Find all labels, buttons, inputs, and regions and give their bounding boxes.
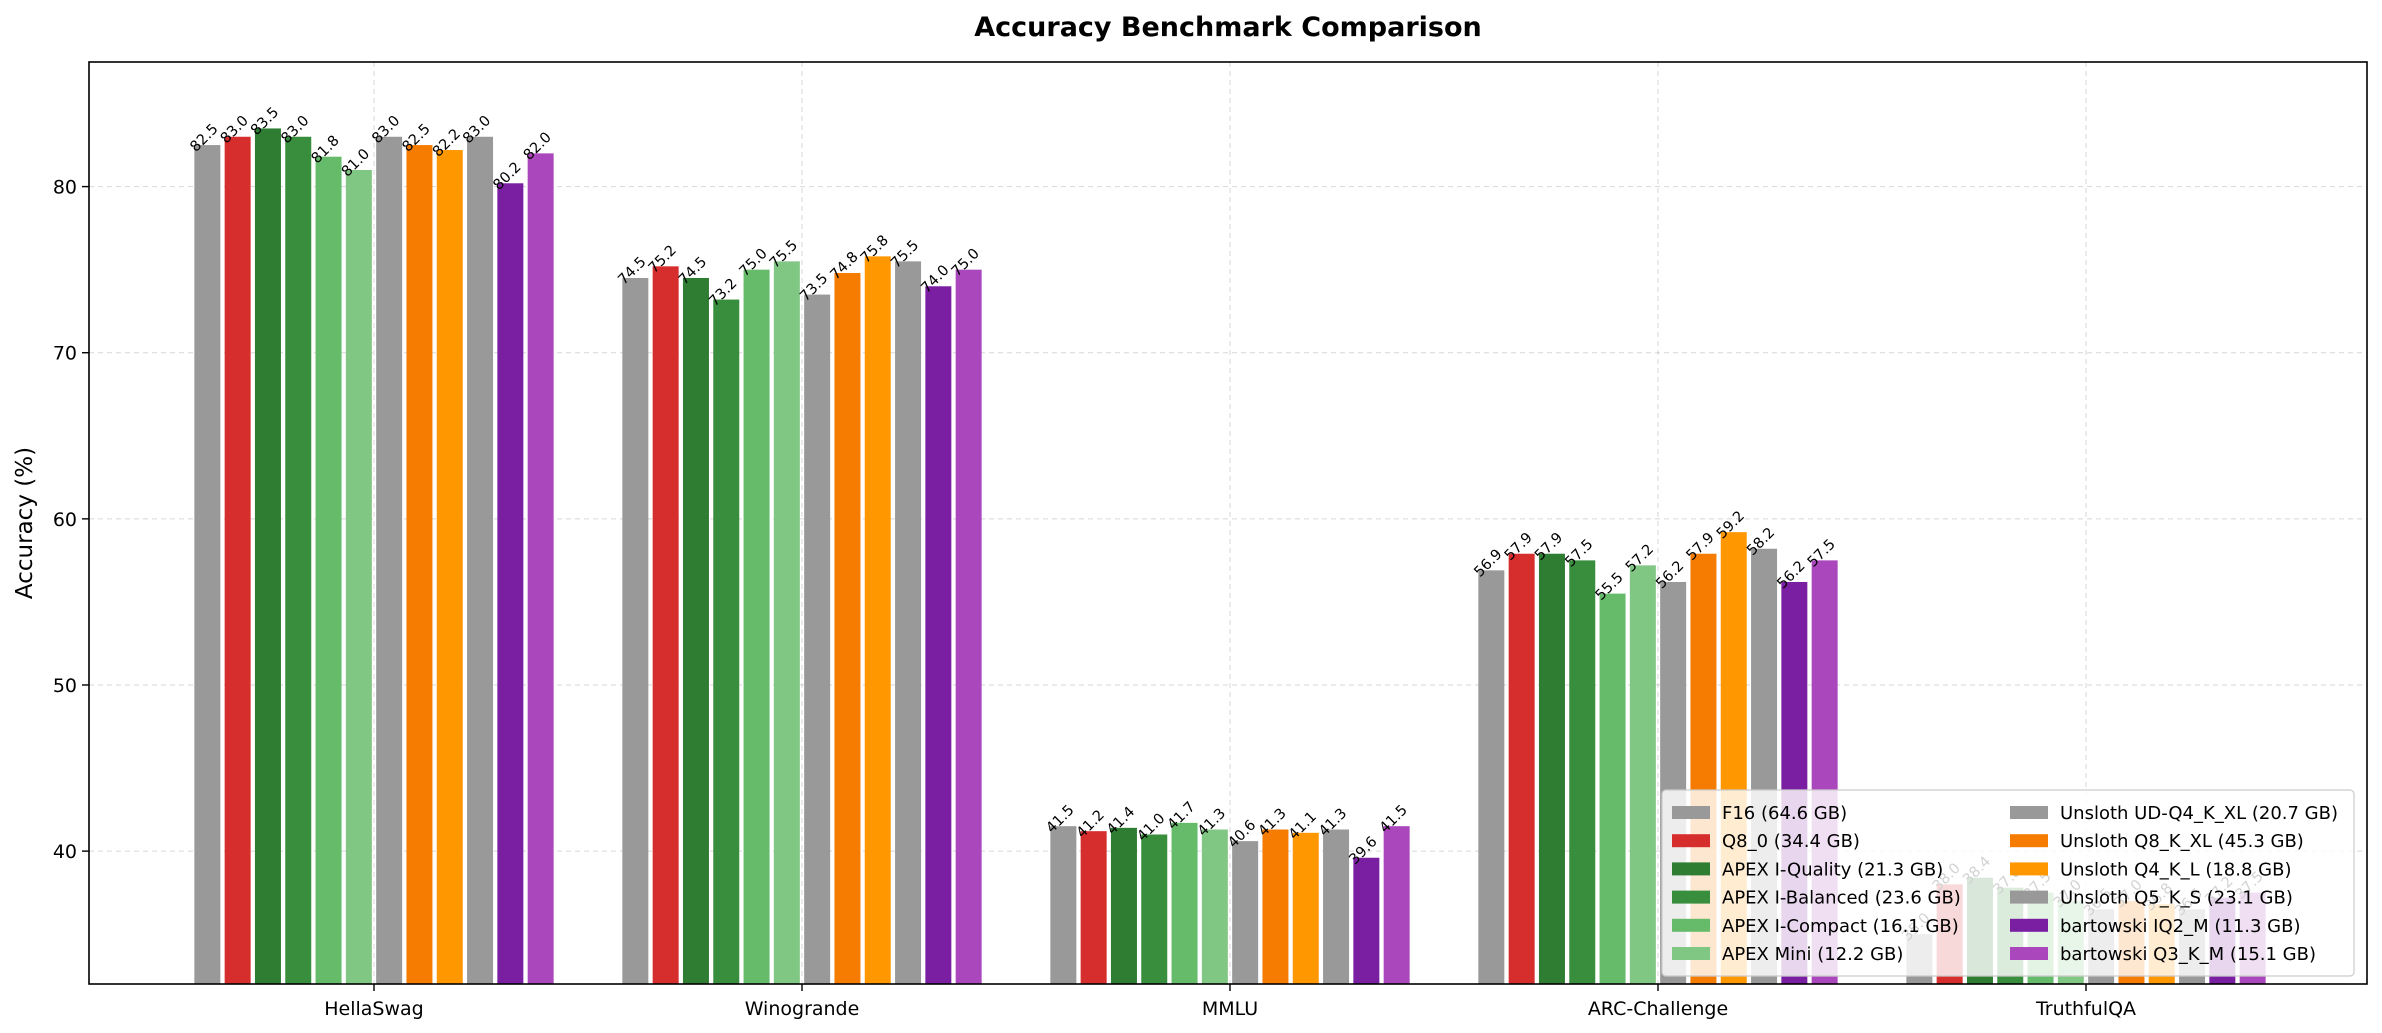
legend-swatch	[1672, 862, 1710, 876]
bar	[1538, 553, 1565, 984]
bar	[467, 136, 494, 984]
bar	[1201, 829, 1228, 984]
bar	[1508, 553, 1535, 984]
legend-swatch	[1672, 918, 1710, 932]
bar	[1080, 831, 1107, 984]
legend-label: F16 (64.6 GB)	[1722, 803, 1847, 824]
bar	[1262, 829, 1289, 984]
bar	[1171, 822, 1198, 984]
bar	[345, 169, 372, 984]
bar	[315, 156, 342, 984]
x-tick-label: Winogrande	[745, 998, 860, 1020]
legend-item: Unsloth Q5_K_S (23.1 GB)	[2010, 888, 2293, 909]
legend-swatch	[1672, 947, 1710, 960]
legend-swatch	[2010, 862, 2048, 876]
bar	[652, 266, 679, 984]
y-axis-label: Accuracy (%)	[12, 447, 38, 599]
legend-label: APEX I-Quality (21.3 GB)	[1722, 859, 1943, 880]
bar	[1478, 570, 1505, 984]
bar	[1383, 826, 1410, 984]
legend-swatch	[2010, 890, 2048, 904]
bar	[194, 145, 221, 985]
bar	[1629, 565, 1656, 984]
legend-label: APEX I-Compact (16.1 GB)	[1722, 916, 1959, 937]
bar	[1353, 857, 1380, 984]
legend-item: F16 (64.6 GB)	[1672, 803, 1847, 824]
legend-label: Unsloth UD-Q4_K_XL (20.7 GB)	[2060, 803, 2338, 824]
bar	[955, 269, 982, 984]
bar	[1232, 841, 1259, 984]
legend-item: Unsloth Q8_K_XL (45.3 GB)	[2010, 831, 2304, 852]
bar	[682, 277, 709, 984]
legend-swatch	[1672, 806, 1710, 819]
legend-label: Unsloth Q4_K_L (18.8 GB)	[2060, 859, 2291, 880]
legend-swatch	[1672, 834, 1710, 848]
bar	[254, 128, 281, 985]
bar	[1323, 829, 1350, 984]
bar	[622, 277, 649, 984]
y-tick-label: 50	[53, 675, 77, 697]
legend: F16 (64.6 GB) Q8_0 (34.4 GB) APEX I-Qualit…	[1661, 789, 2355, 977]
y-axis: 40 50 60 70 80	[53, 177, 89, 863]
legend-swatch	[2010, 806, 2048, 819]
bar	[743, 269, 770, 984]
bar	[376, 136, 403, 984]
legend-label: APEX I-Balanced (23.6 GB)	[1722, 888, 1961, 909]
bar	[1141, 834, 1168, 984]
legend-item: bartowski IQ2_M (11.3 GB)	[2010, 916, 2301, 937]
y-tick-label: 70	[53, 343, 77, 365]
y-tick-label: 40	[53, 841, 77, 863]
bar	[1292, 832, 1319, 984]
legend-item: bartowski Q3_K_M (15.1 GB)	[2010, 944, 2316, 965]
legend-swatch	[1672, 890, 1710, 904]
y-tick-label: 60	[53, 509, 77, 531]
legend-label: APEX Mini (12.2 GB)	[1722, 944, 1903, 965]
x-tick-label: TruthfulQA	[2035, 998, 2136, 1020]
bar	[285, 136, 312, 984]
legend-swatch	[2010, 834, 2048, 848]
bar	[864, 256, 891, 984]
legend-label: bartowski Q3_K_M (15.1 GB)	[2060, 944, 2316, 965]
bar	[773, 261, 800, 985]
bar	[224, 136, 251, 984]
bar	[527, 153, 554, 984]
legend-label: bartowski IQ2_M (11.3 GB)	[2060, 916, 2301, 937]
legend-label: Unsloth Q5_K_S (23.1 GB)	[2060, 888, 2293, 909]
bar	[1599, 593, 1626, 984]
x-tick-label: MMLU	[1202, 998, 1258, 1020]
chart-title: Accuracy Benchmark Comparison	[974, 12, 1482, 43]
legend-box	[1661, 789, 2355, 977]
bar	[1110, 827, 1137, 984]
bar	[713, 299, 740, 984]
bar	[1569, 560, 1596, 984]
plot-frame	[88, 61, 2368, 985]
x-tick-label: ARC-Challenge	[1588, 998, 1728, 1020]
legend-label: Q8_0 (34.4 GB)	[1722, 831, 1860, 852]
legend-item: Unsloth Q4_K_L (18.8 GB)	[2010, 859, 2291, 880]
legend-item: APEX I-Quality (21.3 GB)	[1672, 859, 1943, 880]
bar	[497, 183, 524, 984]
legend-swatch	[2010, 947, 2048, 960]
legend-item: APEX I-Compact (16.1 GB)	[1672, 916, 1959, 937]
bar	[436, 150, 463, 984]
bar	[834, 272, 861, 984]
legend-item: APEX I-Balanced (23.6 GB)	[1672, 888, 1961, 909]
legend-item: APEX Mini (12.2 GB)	[1672, 944, 1903, 965]
bar	[1050, 826, 1077, 984]
x-tick-label: HellaSwag	[324, 998, 423, 1020]
legend-swatch	[2010, 918, 2048, 932]
legend-item: Unsloth UD-Q4_K_XL (20.7 GB)	[2010, 803, 2338, 824]
y-tick-label: 80	[53, 177, 77, 199]
legend-item: Q8_0 (34.4 GB)	[1672, 831, 1860, 852]
bar	[925, 286, 952, 984]
bar	[895, 261, 922, 985]
x-axis: HellaSwag Winogrande MMLU ARC-Challenge Trut…	[324, 984, 2136, 1020]
bar	[804, 294, 831, 985]
legend-label: Unsloth Q8_K_XL (45.3 GB)	[2060, 831, 2304, 852]
bar	[406, 145, 433, 985]
